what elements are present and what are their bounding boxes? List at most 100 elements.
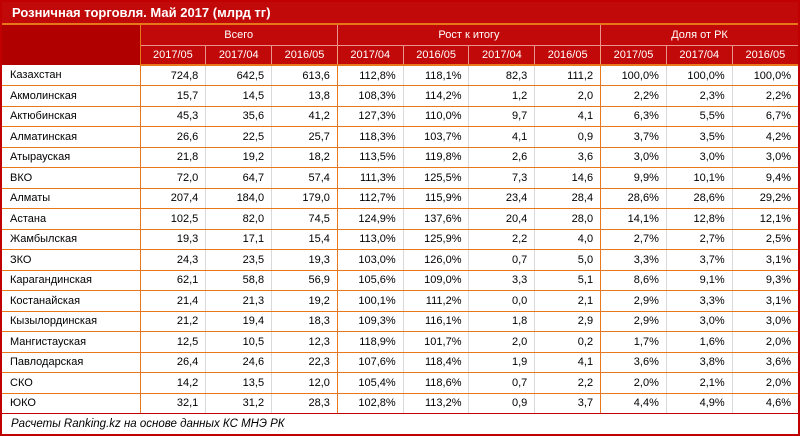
- value-cell: 4,1: [534, 352, 601, 373]
- value-cell: 3,3%: [665, 290, 733, 312]
- value-cell: 28,6%: [600, 188, 667, 209]
- value-cell: 35,6: [205, 106, 272, 127]
- sub-header: 2017/05: [600, 45, 667, 66]
- value-cell: 10,1%: [665, 167, 733, 189]
- value-cell: 127,3%: [336, 106, 404, 127]
- value-cell: 9,9%: [600, 167, 667, 189]
- value-cell: 109,3%: [336, 311, 404, 332]
- value-cell: 118,4%: [402, 352, 469, 373]
- column-group-row: Всего Рост к итогу Доля от РК: [2, 25, 798, 65]
- value-cell: 82,0: [205, 208, 272, 230]
- value-cell: 0,0: [468, 290, 535, 312]
- value-cell: 18,2: [271, 147, 338, 168]
- value-cell: 103,7%: [402, 126, 469, 148]
- value-cell: 113,2%: [402, 393, 469, 414]
- sub-header: 2017/04: [336, 45, 404, 66]
- region-cell: Мангистауская: [2, 331, 140, 353]
- value-cell: 613,6: [271, 65, 338, 86]
- value-cell: 2,2: [468, 229, 535, 250]
- value-cell: 113,0%: [336, 229, 404, 250]
- value-cell: 2,7%: [665, 229, 733, 250]
- value-cell: 125,9%: [402, 229, 469, 250]
- value-cell: 29,2%: [731, 188, 798, 209]
- value-cell: 101,7%: [402, 331, 469, 353]
- table-body: Казахстан 724,8 642,5 613,6 112,8% 118,1% 82,…: [2, 65, 798, 414]
- value-cell: 62,1: [139, 270, 206, 291]
- sub-header-row: 2017/05 2017/04 2016/05 2017/04 2016/05 …: [2, 45, 798, 66]
- region-column-header: [2, 25, 141, 65]
- sub-header: 2016/05: [731, 45, 798, 66]
- value-cell: 2,0%: [731, 372, 798, 394]
- value-cell: 12,5: [139, 331, 206, 353]
- value-cell: 2,9%: [600, 311, 667, 332]
- value-cell: 14,6: [534, 167, 601, 189]
- value-cell: 114,2%: [402, 85, 469, 107]
- value-cell: 3,5%: [665, 126, 733, 148]
- value-cell: 118,3%: [336, 126, 404, 148]
- region-cell: Жамбылская: [2, 229, 140, 250]
- value-cell: 28,4: [534, 188, 601, 209]
- value-cell: 32,1: [139, 393, 206, 414]
- value-cell: 1,6%: [665, 331, 733, 353]
- value-cell: 12,3: [271, 331, 338, 353]
- value-cell: 126,0%: [402, 249, 469, 271]
- value-cell: 3,0%: [665, 147, 733, 168]
- value-cell: 18,3: [271, 311, 338, 332]
- value-cell: 5,1: [534, 270, 601, 291]
- value-cell: 31,2: [205, 393, 272, 414]
- value-cell: 24,6: [205, 352, 272, 373]
- value-cell: 0,7: [468, 249, 535, 271]
- value-cell: 1,7%: [600, 331, 667, 353]
- value-cell: 2,3%: [665, 85, 733, 107]
- value-cell: 2,6: [468, 147, 535, 168]
- value-cell: 22,3: [271, 352, 338, 373]
- source-note: Расчеты Ranking.kz на основе данных КС М…: [11, 418, 285, 430]
- value-cell: 14,2: [139, 372, 206, 394]
- retail-trade-table: Всего Рост к итогу Доля от РК 2017/05 20…: [2, 25, 798, 414]
- value-cell: 12,0: [271, 372, 338, 394]
- value-cell: 105,6%: [336, 270, 404, 291]
- value-cell: 111,2%: [402, 290, 469, 312]
- value-cell: 57,4: [271, 167, 338, 189]
- value-cell: 109,0%: [402, 270, 469, 291]
- column-group-total: Всего: [139, 25, 338, 46]
- table-row: Атырауская 21,8 19,2 18,2 113,5% 119,8% 2,6 3,…: [2, 147, 798, 168]
- page-title: Розничная торговля. Май 2017 (млрд тг): [2, 2, 798, 25]
- sub-header: 2017/05: [139, 45, 206, 66]
- value-cell: 23,5: [205, 249, 272, 271]
- value-cell: 19,2: [205, 147, 272, 168]
- value-cell: 12,1%: [731, 208, 798, 230]
- value-cell: 24,3: [139, 249, 206, 271]
- value-cell: 3,1%: [731, 249, 798, 271]
- value-cell: 8,6%: [600, 270, 667, 291]
- value-cell: 58,8: [205, 270, 272, 291]
- value-cell: 41,2: [271, 106, 338, 127]
- value-cell: 25,7: [271, 126, 338, 148]
- value-cell: 14,5: [205, 85, 272, 107]
- value-cell: 0,9: [534, 126, 601, 148]
- region-cell: Алматинская: [2, 126, 140, 148]
- value-cell: 22,5: [205, 126, 272, 148]
- value-cell: 112,8%: [336, 65, 404, 86]
- value-cell: 13,8: [271, 85, 338, 107]
- sub-header: 2017/04: [205, 45, 272, 66]
- value-cell: 207,4: [139, 188, 206, 209]
- value-cell: 2,0%: [731, 331, 798, 353]
- value-cell: 125,5%: [402, 167, 469, 189]
- value-cell: 3,3%: [600, 249, 667, 271]
- value-cell: 2,1%: [665, 372, 733, 394]
- value-cell: 23,4: [468, 188, 535, 209]
- table-row: Жамбылская 19,3 17,1 15,4 113,0% 125,9% 2,2 4,…: [2, 229, 798, 250]
- value-cell: 74,5: [271, 208, 338, 230]
- value-cell: 4,1: [534, 106, 601, 127]
- value-cell: 179,0: [271, 188, 338, 209]
- value-cell: 2,0: [468, 331, 535, 353]
- sub-header: 2016/05: [271, 45, 338, 66]
- table-row: Костанайская 21,4 21,3 19,2 100,1% 111,2% 0,0…: [2, 290, 798, 312]
- region-cell: ЮКО: [2, 393, 140, 414]
- value-cell: 115,9%: [402, 188, 469, 209]
- value-cell: 4,1: [468, 126, 535, 148]
- value-cell: 116,1%: [402, 311, 469, 332]
- value-cell: 26,4: [139, 352, 206, 373]
- value-cell: 13,5: [205, 372, 272, 394]
